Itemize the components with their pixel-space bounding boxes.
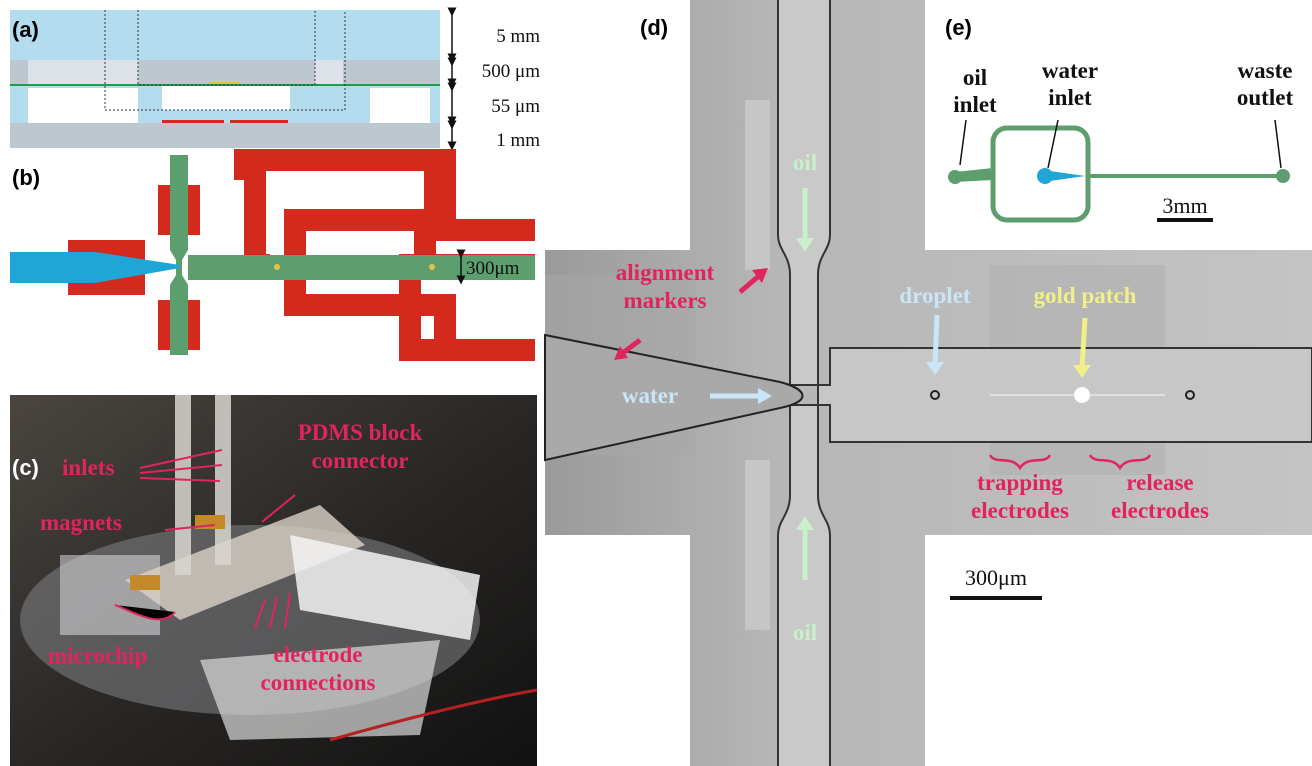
annotation: inlets: [62, 455, 114, 480]
annotation-line: electrode: [274, 642, 363, 667]
annotation-line: release: [1126, 470, 1193, 495]
panel-label: (c): [12, 455, 39, 480]
panel-label: (e): [945, 15, 972, 40]
annotation-line: trapping: [977, 470, 1063, 495]
scale-label: 300μm: [965, 565, 1027, 590]
annotation-line: waste: [1238, 58, 1293, 83]
annotation: magnets: [40, 510, 122, 535]
panel-b: (b) 300μm: [10, 155, 535, 355]
annotation-line: oil: [963, 65, 987, 90]
panel-label: (b): [12, 165, 40, 190]
annotation-line: inlets: [62, 455, 114, 480]
annotation: oil: [793, 150, 817, 175]
dimension: 5 mm: [496, 26, 540, 47]
annotation: gold patch: [1034, 283, 1137, 308]
dimension: 500 μm: [482, 61, 540, 82]
panel-label: (d): [640, 15, 668, 40]
annotation-line: inlet: [953, 92, 997, 117]
panel-c: (c) inlets PDMS block connector magnets m…: [10, 395, 537, 766]
layer: [315, 60, 343, 85]
channel: [162, 86, 290, 110]
annotation-line: gold patch: [1034, 283, 1137, 308]
panel-d: (d) oil oil alignment markers water dropl…: [545, 0, 1312, 766]
panel-label: (a): [12, 17, 39, 42]
annotation-line: outlet: [1237, 85, 1294, 110]
annotation-line: water: [622, 383, 678, 408]
figure: (a) 5 mm 500 μm 55 μm 1 mm (b) 300μm (c)…: [0, 0, 1312, 766]
annotation-line: electrodes: [1111, 498, 1209, 523]
layer: [28, 60, 138, 85]
annotation-line: markers: [623, 288, 706, 313]
layer: [10, 10, 440, 60]
annotation-line: droplet: [899, 283, 970, 308]
annotation: water: [622, 383, 678, 408]
scale-label: 300μm: [466, 258, 520, 279]
dimension: 1 mm: [496, 130, 540, 151]
annotation-line: PDMS block: [298, 420, 423, 445]
annotation-line: electrodes: [971, 498, 1069, 523]
annotation-line: oil: [793, 150, 817, 175]
dimension: 55 μm: [491, 96, 540, 117]
annotation-line: oil: [793, 620, 817, 645]
annotation-line: connector: [311, 448, 408, 473]
panel-a: (a) 5 mm 500 μm 55 μm 1 mm: [10, 10, 540, 151]
annotation: microchip: [48, 643, 147, 668]
channel: [370, 88, 430, 123]
annotation: oil: [793, 620, 817, 645]
annotation-line: inlet: [1048, 85, 1092, 110]
annotation-line: microchip: [48, 643, 147, 668]
annotation: droplet: [899, 283, 970, 308]
layer: [10, 123, 440, 148]
annotation-line: alignment: [616, 260, 715, 285]
annotation-line: connections: [261, 670, 376, 695]
annotation-line: water: [1042, 58, 1098, 83]
scale-label: 3mm: [1162, 193, 1207, 218]
channel: [28, 88, 138, 123]
annotation-line: magnets: [40, 510, 122, 535]
